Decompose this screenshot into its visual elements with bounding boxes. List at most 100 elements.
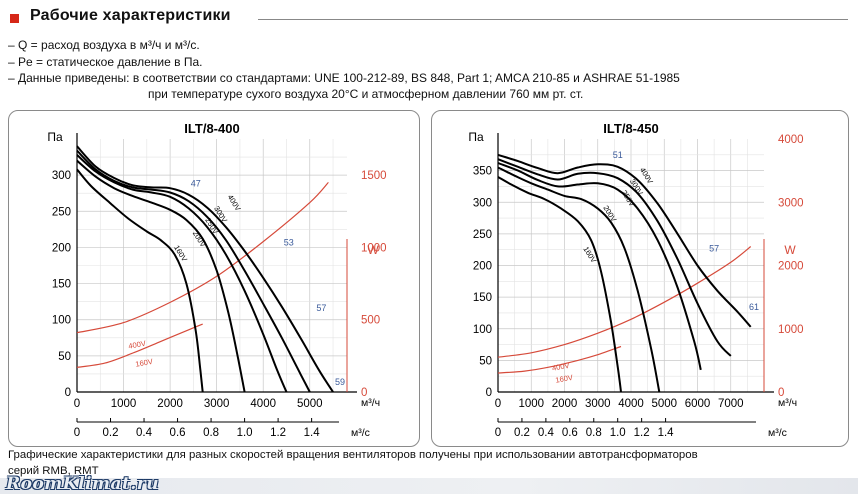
chart-title: ILT/8-450 bbox=[603, 121, 658, 136]
y-tick-label: 250 bbox=[473, 229, 492, 241]
power-curve-160v bbox=[497, 345, 622, 374]
x2-tick-label: 0.6 bbox=[562, 427, 578, 439]
y2-axis-label: W bbox=[367, 243, 379, 257]
pressure-curve-400v bbox=[497, 153, 752, 328]
x2-tick-label: 0.2 bbox=[103, 427, 119, 439]
y-tick-label: 100 bbox=[473, 324, 492, 336]
x2-tick-label: 0.8 bbox=[203, 427, 219, 439]
voltage-label: 160V bbox=[581, 245, 598, 265]
y-tick-label: 150 bbox=[473, 292, 492, 304]
x-axis-label: м³/ч bbox=[778, 397, 797, 409]
x-tick-label: 7000 bbox=[718, 398, 744, 410]
pressure-curve-200v bbox=[76, 159, 246, 393]
y2-axis-label: W bbox=[784, 243, 796, 257]
pressure-curve-300v bbox=[497, 158, 732, 357]
pressure-curve-250v bbox=[76, 154, 288, 393]
x2-tick-label: 1.4 bbox=[658, 427, 675, 439]
x2-axis-label: м³/с bbox=[768, 427, 787, 439]
y-tick-label: 50 bbox=[58, 351, 71, 363]
page-title: Рабочие характеристики bbox=[30, 7, 231, 24]
x2-tick-label: 0.6 bbox=[170, 427, 186, 439]
pressure-curve-250v bbox=[497, 162, 702, 371]
x2-tick-label: 0 bbox=[74, 427, 80, 439]
y2-tick-label: 0 bbox=[361, 387, 367, 399]
x-tick-label: 4000 bbox=[618, 398, 644, 410]
power-label: 400V bbox=[551, 361, 570, 373]
x2-tick-label: 0.2 bbox=[514, 427, 530, 439]
note-standards: – Данные приведены: в соответствии со ст… bbox=[8, 71, 680, 85]
y-axis-label: Па bbox=[468, 130, 484, 144]
x-tick-label: 0 bbox=[74, 398, 80, 410]
y2-tick-label: 500 bbox=[361, 315, 380, 327]
chart-panel-ilt-8-450: ILT/8-450 Па W 0 50 100 150 200 250 300 350 0 1000 20… bbox=[431, 110, 849, 447]
x-tick-label: 2000 bbox=[552, 398, 578, 410]
y-tick-label: 200 bbox=[52, 242, 71, 254]
y-tick-label: 350 bbox=[473, 166, 492, 178]
y2-tick-label: 1000 bbox=[361, 242, 387, 254]
efficiency-label: 59 bbox=[335, 377, 345, 387]
y-tick-label: 300 bbox=[473, 197, 492, 209]
y-tick-label: 150 bbox=[52, 279, 71, 291]
y-tick-label: 250 bbox=[52, 206, 71, 218]
x2-tick-label: 1.0 bbox=[237, 427, 253, 439]
x2-tick-label: 1.2 bbox=[634, 427, 650, 439]
x-tick-label: 1000 bbox=[518, 398, 544, 410]
header-bullet-icon bbox=[10, 14, 19, 23]
chart-panel-ilt-8-400: ILT/8-400 Па W 0 50 100 150 200 250 300 0 500 1000 15… bbox=[8, 110, 420, 447]
efficiency-label: 61 bbox=[749, 302, 759, 312]
y2-tick-label: 4000 bbox=[778, 134, 804, 146]
power-curve-160v bbox=[76, 323, 203, 368]
power-label: 400V bbox=[128, 339, 147, 351]
x-tick-label: 6000 bbox=[685, 398, 711, 410]
y-tick-label: 0 bbox=[486, 387, 492, 399]
pressure-curve-400v bbox=[76, 145, 334, 393]
watermark-band bbox=[0, 478, 858, 494]
efficiency-label: 47 bbox=[191, 179, 201, 189]
x2-tick-label: 1.4 bbox=[304, 427, 321, 439]
y2-tick-label: 3000 bbox=[778, 197, 804, 209]
x-axis-label: м³/ч bbox=[361, 397, 380, 409]
x2-tick-label: 0.4 bbox=[136, 427, 153, 439]
y-tick-label: 100 bbox=[52, 315, 71, 327]
x-tick-label: 2000 bbox=[157, 398, 183, 410]
pressure-curve-300v bbox=[76, 149, 311, 393]
power-curve-400v bbox=[76, 181, 329, 334]
chart-ilt-8-450: ILT/8-450 Па W 0 50 100 150 200 250 300 350 0 1000 20… bbox=[468, 121, 804, 439]
x-tick-label: 4000 bbox=[250, 398, 276, 410]
x2-tick-label: 0.4 bbox=[538, 427, 555, 439]
x2-tick-label: 1.0 bbox=[610, 427, 626, 439]
x-tick-label: 5000 bbox=[651, 398, 677, 410]
y2-tick-label: 1000 bbox=[778, 324, 804, 336]
y-tick-label: 0 bbox=[65, 387, 71, 399]
y-tick-label: 300 bbox=[52, 170, 71, 182]
caption-line-2: серий RMB, RMT bbox=[8, 465, 99, 477]
watermark-logo: RoomKlimat.ru bbox=[6, 474, 160, 494]
header-rule bbox=[258, 19, 848, 20]
efficiency-label: 57 bbox=[709, 244, 719, 254]
efficiency-label: 53 bbox=[284, 237, 294, 247]
power-label: 160V bbox=[555, 373, 574, 385]
x2-tick-label: 1.2 bbox=[270, 427, 286, 439]
y2-tick-label: 2000 bbox=[778, 261, 804, 273]
x-tick-label: 3000 bbox=[585, 398, 611, 410]
x-tick-label: 5000 bbox=[297, 398, 323, 410]
y-tick-label: 50 bbox=[479, 355, 492, 367]
pressure-curve-200v bbox=[497, 166, 661, 393]
pressure-curve-160v bbox=[497, 176, 622, 393]
chart-ilt-8-400: ILT/8-400ПаW0501001502002503000500100015… bbox=[47, 121, 387, 439]
note-conditions: при температуре сухого воздуха 20°C и ат… bbox=[148, 87, 584, 101]
x-tick-label: 1000 bbox=[111, 398, 137, 410]
y-tick-label: 200 bbox=[473, 261, 492, 273]
chart-title: ILT/8-400 bbox=[184, 121, 239, 136]
efficiency-label: 57 bbox=[316, 303, 326, 313]
caption-line-1: Графические характеристики для разных ск… bbox=[8, 449, 698, 461]
x2-tick-label: 0.8 bbox=[586, 427, 602, 439]
y2-tick-label: 1500 bbox=[361, 170, 387, 182]
power-label: 160V bbox=[135, 357, 154, 369]
x2-axis-label: м³/с bbox=[351, 427, 370, 439]
note-flow: – Q = расход воздуха в м³/ч и м³/с. bbox=[8, 38, 200, 52]
efficiency-label: 51 bbox=[613, 150, 623, 160]
x-tick-label: 3000 bbox=[204, 398, 230, 410]
x2-tick-label: 0 bbox=[495, 427, 501, 439]
power-curve-400v bbox=[497, 246, 752, 358]
